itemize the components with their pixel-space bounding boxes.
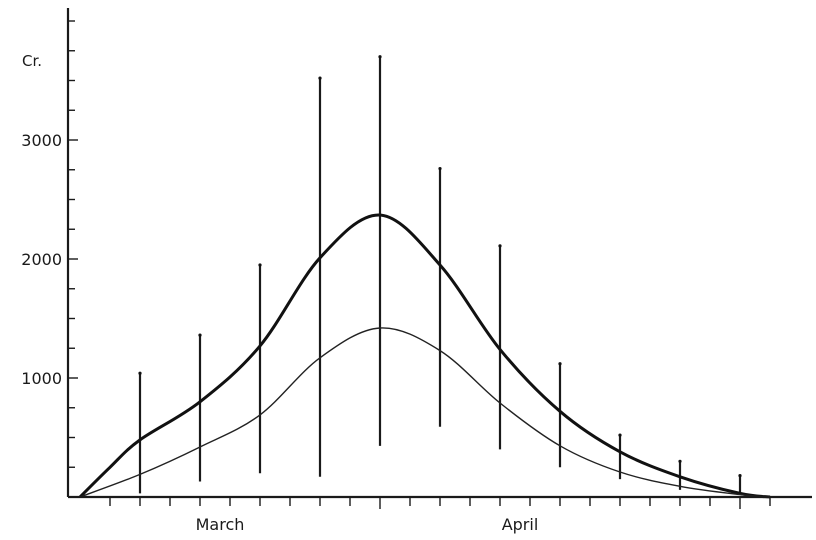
upper-curve [78, 213, 771, 499]
tick-labels: 1000 2000 3000 March April [21, 131, 538, 534]
y-tick-label: 2000 [21, 250, 62, 269]
range-bar-cap [378, 55, 382, 59]
month-label: March [196, 515, 245, 534]
y-unit-label: Cr. [22, 52, 42, 70]
range-bar-cap [438, 166, 442, 171]
range-bar-cap [618, 433, 622, 437]
range-bars [138, 55, 742, 494]
y-tick-label: 3000 [21, 131, 62, 150]
curves [78, 213, 771, 499]
range-bar-cap [138, 371, 142, 375]
range-bar-cap [558, 362, 562, 366]
range-bar-cap [738, 473, 742, 478]
range-bar-cap [258, 263, 262, 267]
lower-curve [79, 327, 771, 498]
month-label: April [502, 515, 539, 534]
range-bar-cap [198, 333, 202, 337]
range-bar-cap [678, 459, 682, 463]
range-bar-cap [498, 244, 502, 248]
y-tick-label: 1000 [21, 369, 62, 388]
ticks [68, 20, 771, 509]
range-bar-cap [318, 76, 322, 80]
